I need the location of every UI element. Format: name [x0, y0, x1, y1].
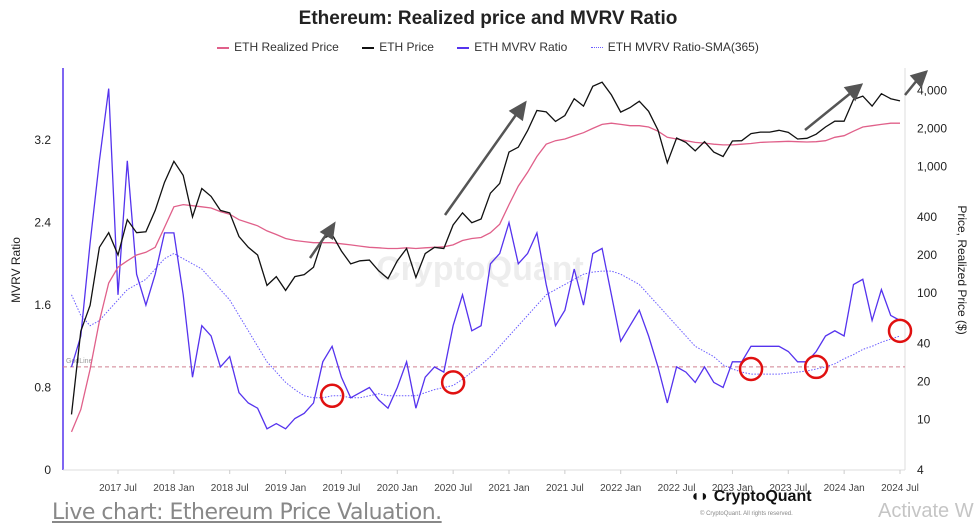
legend-item-realized-price[interactable]: ETH Realized Price — [217, 40, 339, 54]
highlight-circle — [440, 370, 466, 395]
left-axis-label: MVRV Ratio — [9, 237, 23, 303]
arrow-3-head — [843, 83, 864, 102]
right-tick-label: 400 — [917, 210, 937, 224]
mvrv-sma-line — [71, 252, 901, 399]
right-tick-label: 200 — [917, 248, 937, 262]
x-tick-label: 2021 Jan — [488, 483, 529, 494]
x-tick-label: 2020 Jan — [377, 483, 418, 494]
left-tick-label: 0 — [44, 463, 51, 477]
watermark: CryptoQuant — [376, 250, 584, 288]
os-activation-watermark: Activate W — [878, 500, 974, 522]
right-tick-label: 2,000 — [917, 121, 947, 135]
x-tick-label: 2023 Jan — [712, 483, 753, 494]
left-tick-label: 2.4 — [34, 216, 51, 230]
legend-item-mvrv-sma[interactable]: ETH MVRV Ratio-SMA(365) — [590, 40, 759, 54]
x-tick-label: 2019 Jul — [323, 483, 361, 494]
right-tick-label: 20 — [917, 375, 931, 389]
right-tick-label: 1,000 — [917, 159, 947, 173]
x-tick-label: 2022 Jan — [600, 483, 641, 494]
arrow-2-head — [508, 100, 527, 122]
x-tick-label: 2022 Jul — [658, 483, 696, 494]
right-axis-label: Price, Realized Price ($) — [955, 205, 969, 334]
highlight-circle — [319, 383, 345, 409]
x-tick-label: 2023 Jul — [769, 483, 807, 494]
highlight-circle — [887, 318, 913, 344]
legend-label: ETH Price — [379, 40, 434, 54]
legend-label: ETH MVRV Ratio-SMA(365) — [607, 40, 759, 54]
arrow-4-head — [909, 70, 928, 89]
trend-arrows — [308, 70, 928, 259]
arrow-3 — [804, 91, 853, 131]
brand: CryptoQuant — [713, 488, 812, 505]
live-chart-link[interactable]: Live chart: Ethereum Price Valuation. — [52, 500, 442, 525]
x-tick-label: 2017 Jul — [99, 483, 137, 494]
logo-icon: ◖◗ — [690, 488, 714, 505]
left-tick-label: 3.2 — [34, 133, 51, 147]
mvrv-line — [70, 88, 901, 430]
legend-item-mvrv[interactable]: ETH MVRV Ratio — [457, 40, 567, 54]
godline-label: GodLine — [66, 358, 93, 365]
right-tick-label: 4,000 — [917, 83, 947, 97]
right-tick-label: 100 — [917, 286, 937, 300]
legend-label: ETH MVRV Ratio — [474, 40, 568, 54]
arrow-2 — [443, 111, 520, 216]
right-tick-label: 4 — [917, 463, 924, 477]
x-tick-label: 2021 Jul — [546, 483, 584, 494]
left-tick-label: 1.6 — [34, 298, 51, 312]
x-tick-label: 2018 Jan — [153, 483, 194, 494]
arrow-1 — [308, 231, 330, 259]
x-tick-label: 2019 Jan — [265, 483, 306, 494]
right-tick-label: 10 — [917, 413, 931, 427]
arrow-1-head — [319, 221, 336, 241]
highlight-circle — [803, 354, 829, 380]
x-tick-label: 2018 Jul — [211, 483, 249, 494]
legend-label: ETH Realized Price — [234, 40, 339, 54]
x-tick-label: 2024 Jan — [824, 483, 865, 494]
legend-item-eth-price[interactable]: ETH Price — [362, 40, 434, 54]
eth-price-line — [70, 81, 901, 415]
highlight-circle — [738, 356, 764, 382]
x-tick-label: 2020 Jul — [434, 483, 472, 494]
legend: ETH Realized Price ETH Price ETH MVRV Ra… — [0, 40, 976, 54]
realized-price-line — [70, 122, 900, 433]
right-tick-label: 40 — [917, 336, 931, 350]
cryptoquant-logo: ◖◗ CryptoQuant — [690, 488, 812, 506]
left-tick-label: 0.8 — [34, 381, 51, 395]
copyright: © CryptoQuant. All rights reserved. — [700, 511, 793, 517]
x-tick-label: 2024 Jul — [881, 483, 919, 494]
chart-title: Ethereum: Realized price and MVRV Ratio — [298, 8, 678, 29]
